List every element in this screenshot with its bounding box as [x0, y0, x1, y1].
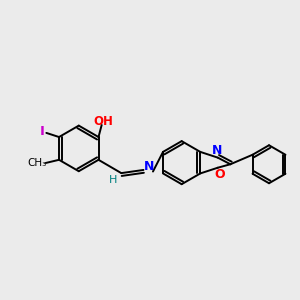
- Text: H: H: [109, 175, 118, 185]
- Text: I: I: [40, 125, 45, 138]
- Text: N: N: [212, 144, 222, 157]
- Text: O: O: [214, 168, 225, 181]
- Text: N: N: [144, 160, 154, 172]
- Text: CH₃: CH₃: [28, 158, 47, 168]
- Text: OH: OH: [93, 115, 113, 128]
